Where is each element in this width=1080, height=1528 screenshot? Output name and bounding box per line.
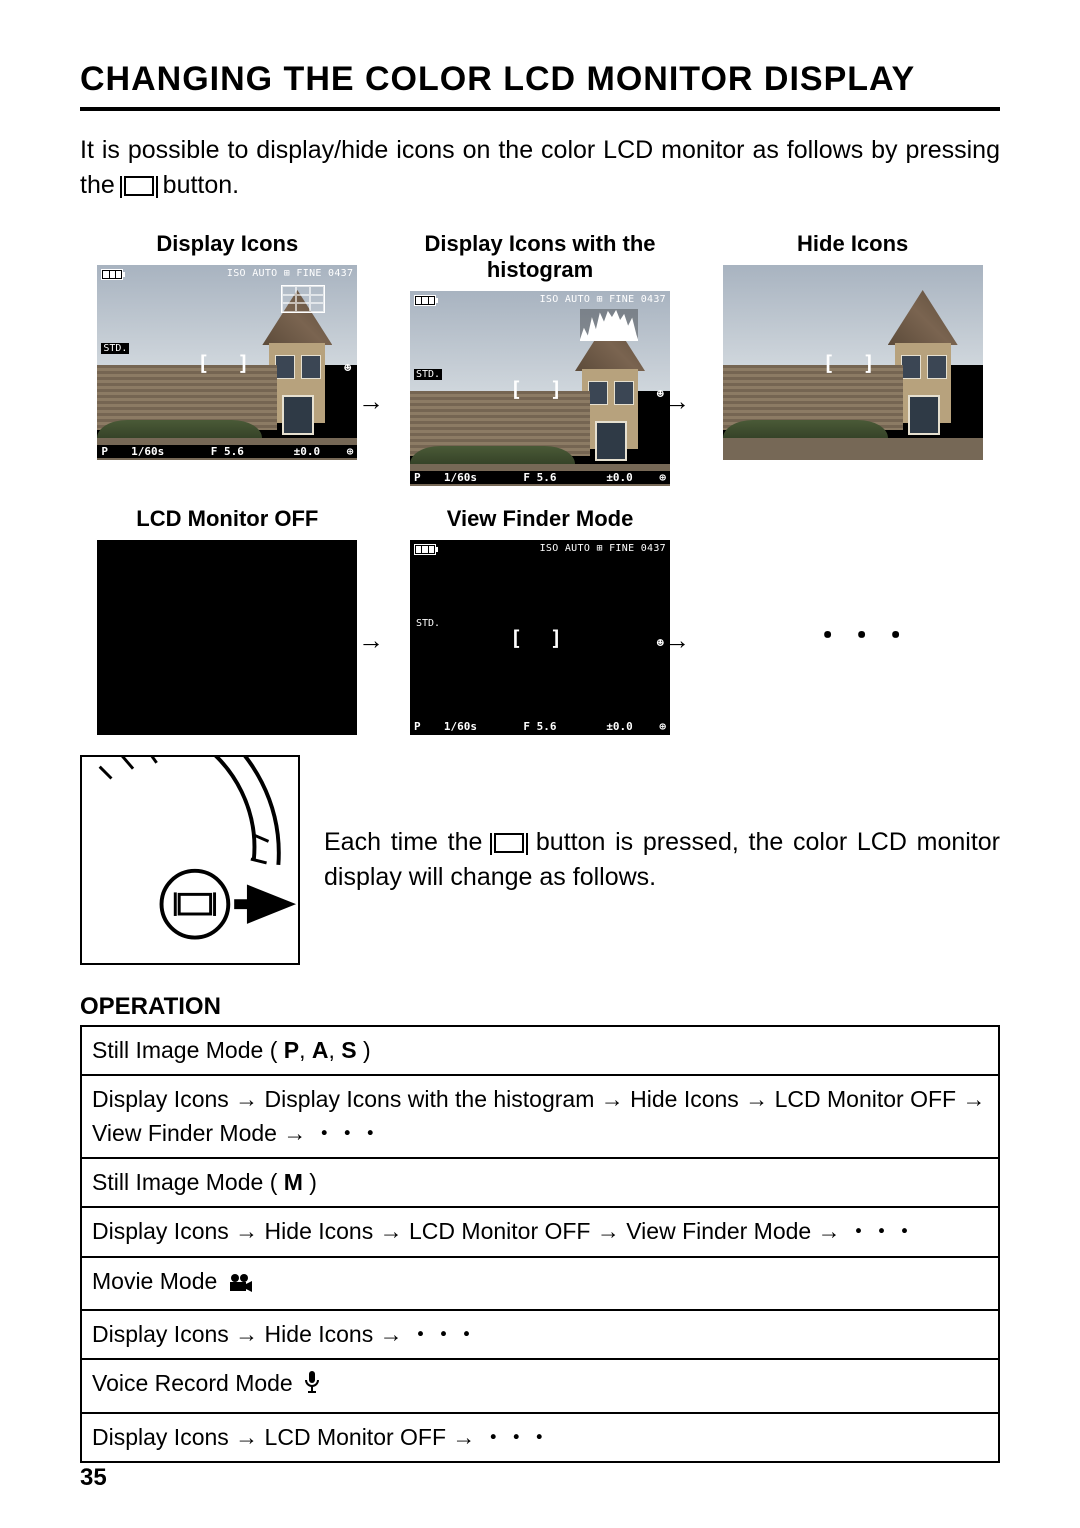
mode-label: View Finder Mode (447, 506, 634, 532)
table-row: Still Image Mode ( M ) (81, 1158, 999, 1207)
aperture: F 5.6 (188, 445, 268, 458)
mode-viewfinder: View Finder Mode ISO AUTO ⊞ FINE 0437 ST… (393, 506, 688, 735)
table-row: Display Icons → LCD Monitor OFF → ・・・ (81, 1413, 999, 1462)
lcd-preview-off (97, 540, 357, 735)
mode-hide-icons: Hide Icons [ ] (705, 231, 1000, 486)
af-grid-icon (281, 285, 325, 313)
std-badge: STD. (414, 369, 442, 380)
mode-label: Display Icons with the histogram (393, 231, 688, 283)
mode-label: LCD Monitor OFF (136, 506, 318, 532)
shutter: 1/60s (421, 471, 501, 484)
mode-p: P (101, 445, 108, 458)
page-title: CHANGING THE COLOR LCD MONITOR DISPLAY (80, 60, 1000, 111)
lcd-bottom-bar: P 1/60s F 5.6 ±0.0 ⊕ (97, 445, 357, 458)
ellipsis-icon: ・・・ (814, 614, 916, 654)
flash-icon: ⊕ (659, 720, 666, 733)
mode-p: P (414, 471, 421, 484)
microphone-icon (303, 1371, 321, 1404)
ev: ±0.0 (580, 720, 660, 733)
face-icon: ☻ (657, 636, 664, 650)
modes-row-2: LCD Monitor OFF View Finder Mode ISO AUT… (80, 506, 1000, 735)
lcd-preview-noicons: [ ] (723, 265, 983, 460)
mode-display-icons: Display Icons ISO AUTO ⊞ FINE 0437 STD. … (80, 231, 375, 486)
battery-icon (414, 295, 436, 306)
table-row: Movie Mode (81, 1257, 999, 1310)
mode-label: Display Icons (156, 231, 298, 257)
shutter: 1/60s (421, 720, 501, 733)
mode-display-icons-hist: Display Icons with the histogram ISO AUT… (393, 231, 688, 486)
movie-icon (228, 1269, 252, 1302)
face-icon: ☻ (657, 387, 664, 401)
ev: ±0.0 (580, 471, 660, 484)
flash-icon: ⊕ (659, 471, 666, 484)
face-icon: ☻ (344, 361, 351, 375)
lcd-bottom-bar: P 1/60s F 5.6 ±0.0 ⊕ (410, 471, 670, 484)
dial-description: Each time the button is pressed, the col… (324, 825, 1000, 895)
aperture: F 5.6 (500, 471, 580, 484)
table-row: Display Icons → Hide Icons → LCD Monitor… (81, 1207, 999, 1256)
flash-icon: ⊕ (347, 445, 354, 458)
focus-brackets: [ ] (510, 377, 570, 401)
iso-line: ISO AUTO ⊞ FINE 0437 (540, 543, 666, 554)
operation-heading: OPERATION (80, 993, 1000, 1021)
histogram-icon (580, 309, 638, 341)
continue-col: ・・・ (705, 506, 1000, 735)
table-row: Display Icons → Hide Icons → ・・・ (81, 1310, 999, 1359)
lcd-preview-histogram: ISO AUTO ⊞ FINE 0437 STD. [ ] ☻ P 1/60s … (410, 291, 670, 486)
lcd-preview-icons: ISO AUTO ⊞ FINE 0437 STD. [ ] ☻ P 1/60s … (97, 265, 357, 460)
mode-p: P (414, 720, 421, 733)
mode-header: Voice Record Mode (92, 1370, 293, 1396)
table-row: Voice Record Mode (81, 1359, 999, 1412)
arrow-right-icon: → (664, 386, 690, 417)
dial-illustration (80, 755, 300, 965)
iso-line: ISO AUTO ⊞ FINE 0437 (540, 294, 666, 305)
battery-icon (101, 269, 123, 280)
lcd-bottom-bar: P 1/60s F 5.6 ±0.0 ⊕ (410, 720, 670, 733)
display-button-icon (124, 176, 154, 196)
mode-lcd-off: LCD Monitor OFF (80, 506, 375, 735)
arrow-right-icon: → (664, 625, 690, 656)
intro-paragraph: It is possible to display/hide icons on … (80, 133, 1000, 203)
dial-text-before: Each time the (324, 828, 482, 856)
display-button-icon (494, 833, 524, 853)
focus-brackets: [ ] (197, 351, 257, 375)
battery-icon (414, 544, 436, 555)
ev: ±0.0 (267, 445, 347, 458)
table-row: Display Icons → Display Icons with the h… (81, 1075, 999, 1158)
lcd-preview-viewfinder: ISO AUTO ⊞ FINE 0437 STD. [ ] ☻ P 1/60s … (410, 540, 670, 735)
intro-text-after: button. (163, 171, 239, 199)
table-row: Still Image Mode ( P, A, S ) (81, 1026, 999, 1075)
focus-brackets: [ ] (510, 626, 570, 650)
aperture: F 5.6 (500, 720, 580, 733)
mode-header: Movie Mode (92, 1268, 217, 1294)
manual-page: CHANGING THE COLOR LCD MONITOR DISPLAY I… (80, 60, 1000, 1463)
mode-label: Hide Icons (797, 231, 908, 257)
arrow-right-icon: → (358, 386, 384, 417)
page-number: 35 (80, 1464, 107, 1492)
dial-section: Each time the button is pressed, the col… (80, 755, 1000, 965)
std-badge: STD. (101, 343, 129, 354)
modes-row-1: Display Icons ISO AUTO ⊞ FINE 0437 STD. … (80, 231, 1000, 486)
focus-brackets: [ ] (823, 351, 883, 375)
std-badge: STD. (414, 618, 442, 629)
iso-line: ISO AUTO ⊞ FINE 0437 (227, 268, 353, 279)
operation-table: Still Image Mode ( P, A, S ) Display Ico… (80, 1025, 1000, 1463)
arrow-right-icon: → (358, 625, 384, 656)
shutter: 1/60s (108, 445, 188, 458)
